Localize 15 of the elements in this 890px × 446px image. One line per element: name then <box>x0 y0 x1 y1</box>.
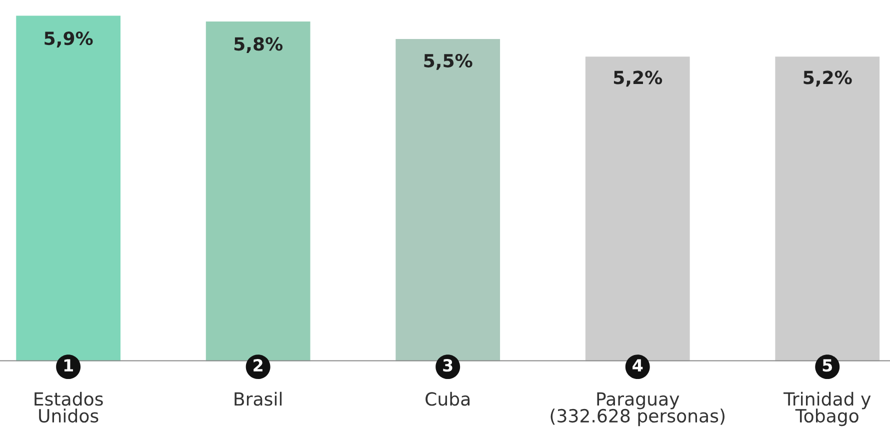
annotation: 4 <box>632 359 643 372</box>
x-tick-label: Cuba <box>426 392 470 406</box>
annotation: 1 <box>64 359 73 372</box>
x-tick-label: Paraguay (332.628 personas) <box>550 392 724 426</box>
x-tick-label: Brasil <box>234 392 282 406</box>
data-label: 5,5% <box>424 54 472 70</box>
annotation: 2 <box>254 359 262 372</box>
data-label: 5,9% <box>44 31 93 48</box>
data-label: 5,8% <box>234 37 283 54</box>
data-label: 5,2% <box>804 70 852 87</box>
data-label: 5,2% <box>614 70 662 87</box>
x-tick-label: Trinidad y Tobago <box>783 392 871 426</box>
annotation: 5 <box>822 359 832 372</box>
annotation: 3 <box>443 359 452 372</box>
x-tick-label: Estados Unidos <box>34 392 103 423</box>
